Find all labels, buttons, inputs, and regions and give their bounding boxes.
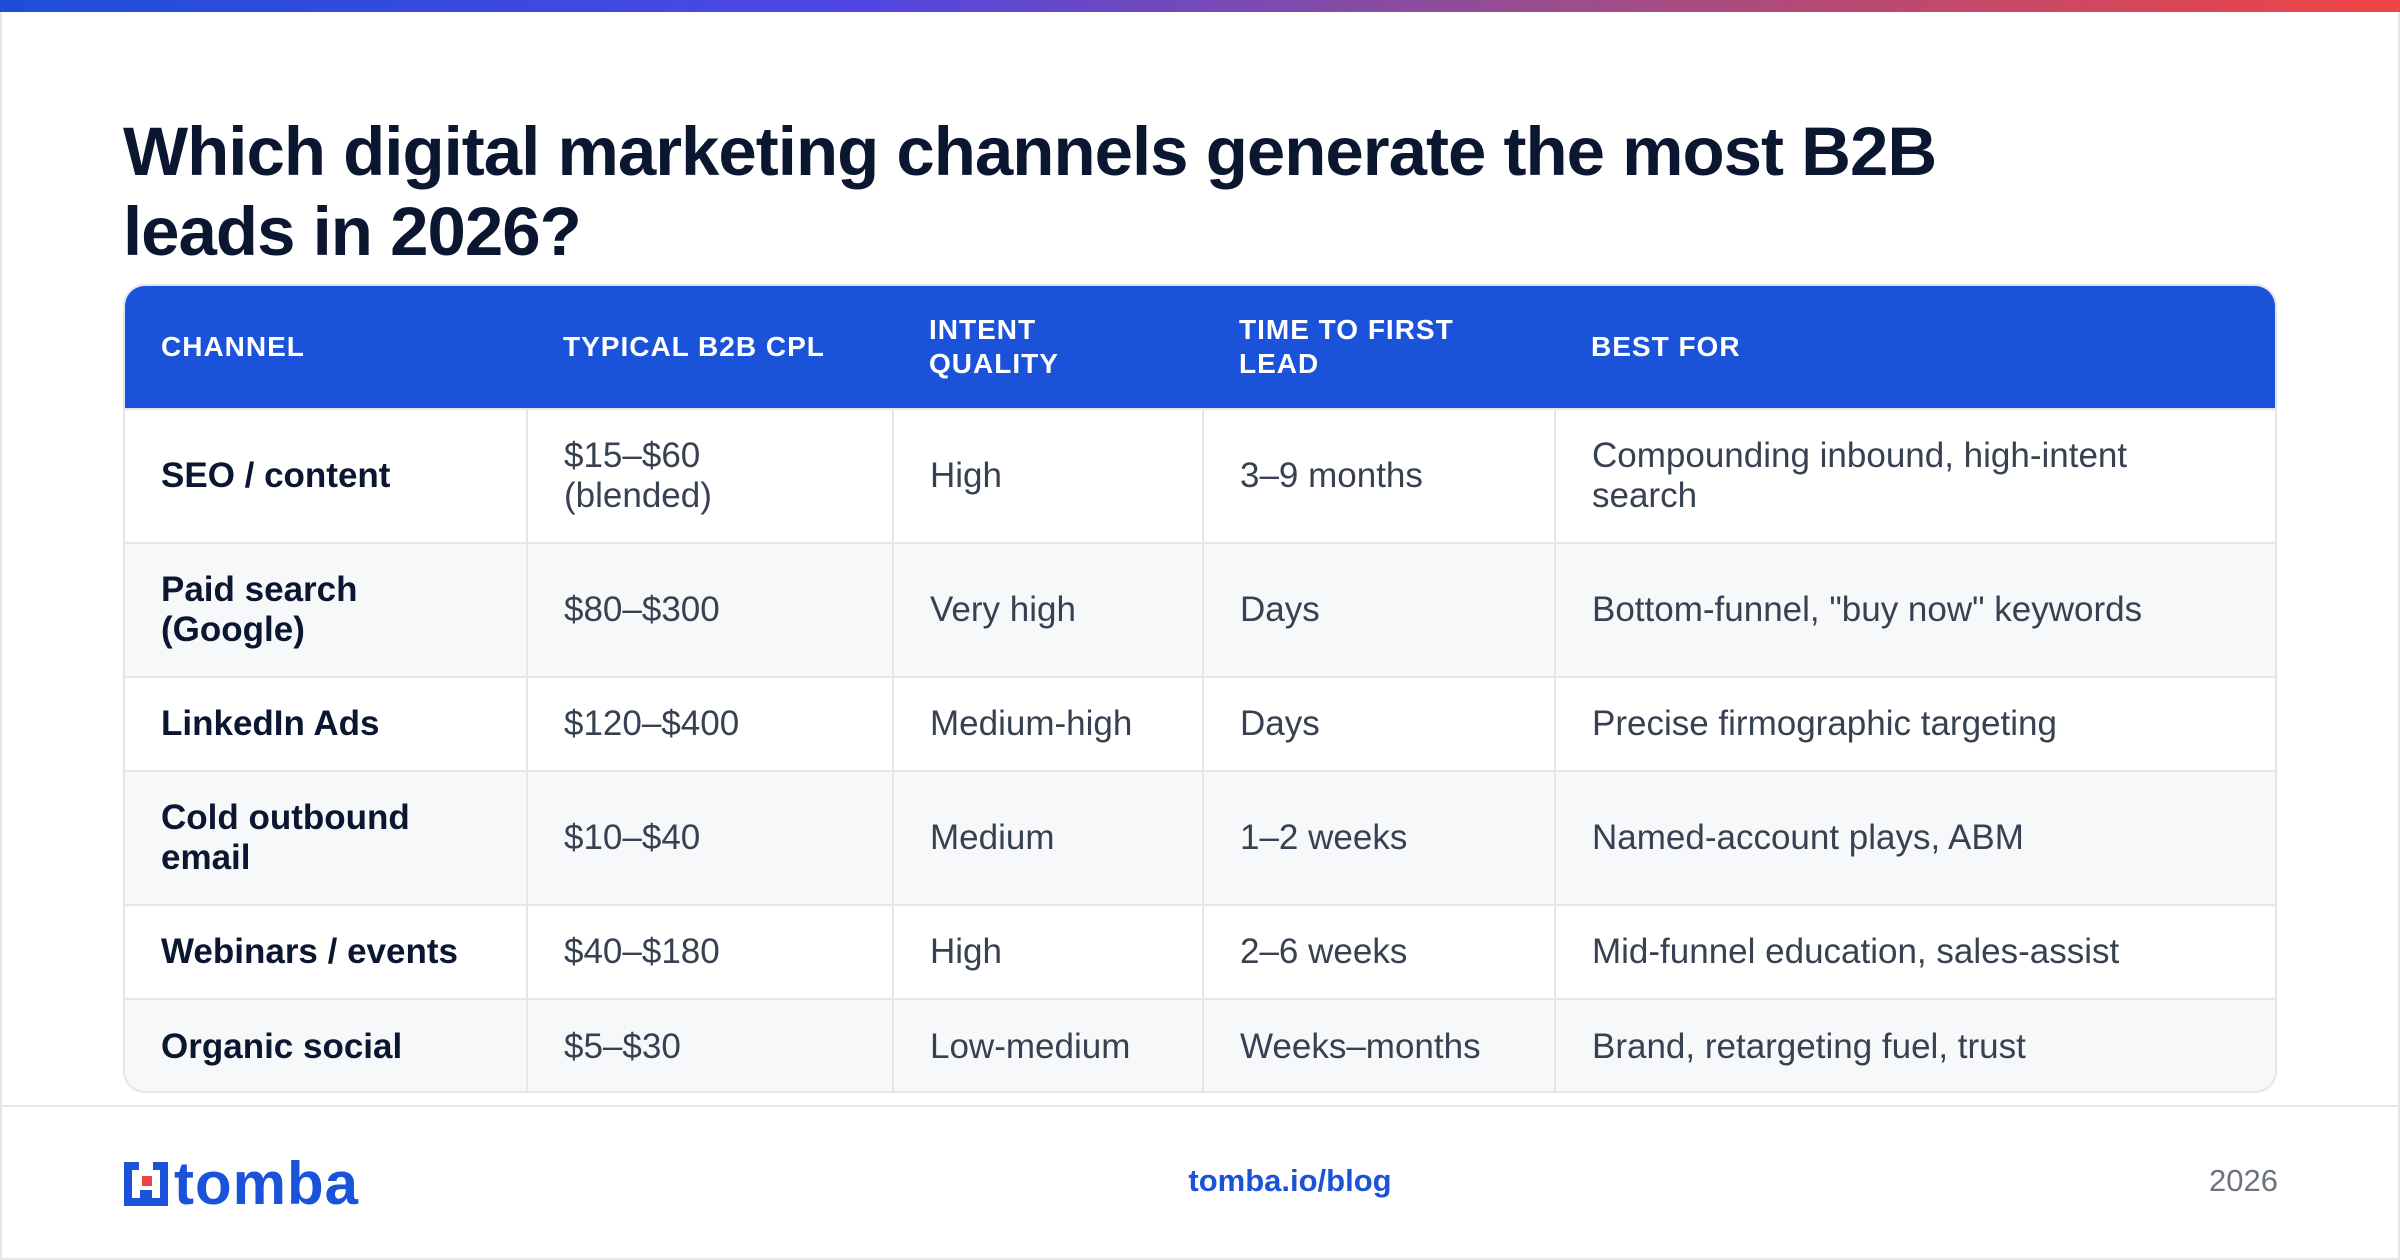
footer-divider bbox=[0, 1105, 2400, 1107]
top-gradient-bar bbox=[0, 0, 2400, 12]
channels-table: CHANNEL TYPICAL B2B CPL INTENT QUALITY T… bbox=[125, 286, 2275, 1091]
cell-intent: Low-medium bbox=[893, 998, 1204, 1091]
header-intent: INTENT QUALITY bbox=[893, 286, 1203, 409]
cell-best-for-text: Compounding inbound, high-intent search bbox=[1592, 436, 2128, 515]
tomba-logo-text: tomba bbox=[174, 1150, 359, 1217]
cell-time: Days bbox=[1203, 542, 1556, 677]
cell-intent: High bbox=[893, 904, 1204, 999]
table-row: Webinars / events $40–$180 High 2–6 week… bbox=[125, 904, 2275, 999]
table-header-row: CHANNEL TYPICAL B2B CPL INTENT QUALITY T… bbox=[125, 286, 2275, 409]
cell-channel: Paid search (Google) bbox=[125, 542, 528, 677]
comparison-table-card: CHANNEL TYPICAL B2B CPL INTENT QUALITY T… bbox=[123, 284, 2277, 1093]
header-channel: CHANNEL bbox=[161, 331, 305, 362]
cell-cpl: $80–$300 bbox=[527, 542, 894, 677]
cell-intent: High bbox=[893, 408, 1204, 543]
table-row: SEO / content $15–$60 (blended) High 3–9… bbox=[125, 408, 2275, 543]
cell-intent: Medium bbox=[893, 770, 1204, 905]
header-time: TIME TO FIRST LEAD bbox=[1203, 286, 1555, 409]
cell-best-for: Mid-funnel education, sales-assist bbox=[1555, 904, 2275, 999]
cell-cpl: $120–$400 bbox=[527, 676, 894, 771]
tomba-logo-icon bbox=[124, 1160, 168, 1206]
table-row: Paid search (Google) $80–$300 Very high … bbox=[125, 542, 2275, 677]
cell-best-for: Precise firmographic targeting bbox=[1555, 676, 2275, 771]
cell-channel: Organic social bbox=[125, 998, 528, 1091]
cell-channel-text: Paid search (Google) bbox=[161, 570, 358, 649]
cell-channel: LinkedIn Ads bbox=[125, 676, 528, 771]
cell-channel: SEO / content bbox=[125, 408, 528, 543]
footer-year: 2026 bbox=[2209, 1163, 2278, 1198]
header-best-for: BEST FOR bbox=[1591, 331, 1741, 362]
cell-cpl: $10–$40 bbox=[527, 770, 894, 905]
cell-best-for: Brand, retargeting fuel, trust bbox=[1555, 998, 2275, 1091]
cell-channel-text: Cold outbound email bbox=[161, 798, 410, 877]
header-intent-label: INTENT QUALITY bbox=[929, 314, 1059, 379]
cell-time: Weeks–months bbox=[1203, 998, 1556, 1091]
cell-time: 1–2 weeks bbox=[1203, 770, 1556, 905]
cell-cpl: $15–$60 (blended) bbox=[527, 408, 894, 543]
cell-cpl-text: $15–$60 (blended) bbox=[564, 436, 712, 515]
cell-time: 3–9 months bbox=[1203, 408, 1556, 543]
cell-best-for: Compounding inbound, high-intent search bbox=[1555, 408, 2275, 543]
table-row: Cold outbound email $10–$40 Medium 1–2 w… bbox=[125, 770, 2275, 905]
header-time-label: TIME TO FIRST LEAD bbox=[1239, 314, 1454, 379]
table-row: LinkedIn Ads $120–$400 Medium-high Days … bbox=[125, 676, 2275, 771]
cell-cpl: $5–$30 bbox=[527, 998, 894, 1091]
table-row: Organic social $5–$30 Low-medium Weeks–m… bbox=[125, 998, 2275, 1091]
cell-channel: Webinars / events bbox=[125, 904, 528, 999]
blog-link[interactable]: tomba.io/blog bbox=[1188, 1163, 1392, 1198]
page-title: Which digital marketing channels generat… bbox=[123, 113, 1937, 270]
cell-best-for: Bottom-funnel, "buy now" keywords bbox=[1555, 542, 2275, 677]
cell-cpl: $40–$180 bbox=[527, 904, 894, 999]
cell-channel: Cold outbound email bbox=[125, 770, 528, 905]
cell-best-for: Named-account plays, ABM bbox=[1555, 770, 2275, 905]
cell-intent: Medium-high bbox=[893, 676, 1204, 771]
tomba-logo[interactable]: tomba bbox=[122, 1150, 359, 1217]
cell-time: Days bbox=[1203, 676, 1556, 771]
header-cpl: TYPICAL B2B CPL bbox=[563, 331, 825, 362]
cell-intent: Very high bbox=[893, 542, 1204, 677]
cell-time: 2–6 weeks bbox=[1203, 904, 1556, 999]
